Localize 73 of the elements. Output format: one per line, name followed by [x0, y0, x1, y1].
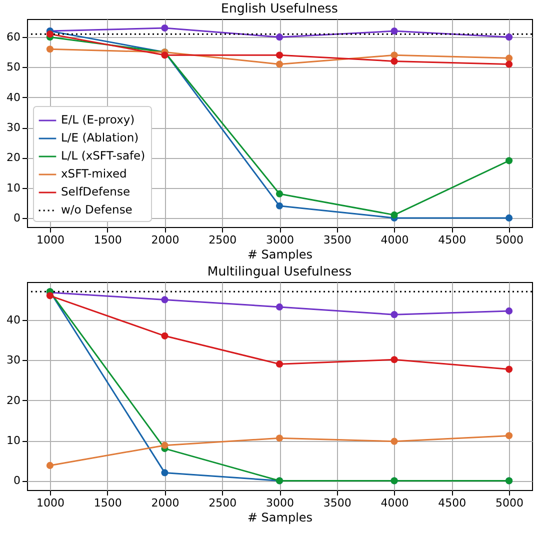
y-tick-label: 50: [6, 60, 20, 74]
point: [46, 30, 54, 38]
y-tick-label: 60: [6, 30, 20, 44]
x-tick-label: 1500: [94, 496, 122, 510]
x-tick-label: 4000: [380, 234, 409, 246]
point: [46, 462, 54, 469]
point: [506, 307, 513, 314]
point: [276, 34, 284, 41]
point: [161, 296, 168, 304]
point: [276, 52, 284, 59]
x-tick-label: 5000: [496, 496, 524, 510]
point: [390, 438, 398, 445]
point: [506, 432, 513, 440]
x-tick-label: 2500: [208, 496, 237, 510]
x-tick-label: 1000: [36, 234, 64, 246]
x-tick-label: 4000: [380, 496, 409, 510]
point: [390, 52, 398, 59]
x-tick-label: 2000: [151, 496, 180, 510]
point: [46, 46, 54, 53]
point: [276, 60, 284, 68]
y-tick-label: 40: [6, 313, 20, 326]
x-tick-label: 3500: [323, 496, 352, 510]
point: [46, 292, 54, 300]
point: [161, 469, 168, 476]
y-tick-label: 10: [6, 434, 20, 448]
point: [161, 442, 168, 449]
point: [390, 28, 398, 35]
point: [390, 211, 398, 218]
y-tick-label: 0: [14, 211, 20, 224]
legend-label: L/L (xSFT-safe): [61, 148, 146, 162]
legend-label: E/L (E-proxy): [61, 112, 135, 126]
point: [276, 190, 284, 198]
chart-title: Multilingual Usefulness: [207, 264, 352, 278]
y-tick-label: 20: [6, 394, 20, 407]
point: [506, 366, 513, 373]
point: [276, 202, 284, 210]
y-tick-label: 30: [6, 121, 20, 134]
x-tick-label: 3000: [266, 496, 294, 510]
point: [506, 157, 513, 164]
point: [506, 54, 513, 62]
x-tick-label: 4500: [438, 496, 466, 510]
point: [390, 58, 398, 65]
point: [276, 360, 284, 368]
legend-label: SelfDefense: [61, 184, 130, 198]
point: [161, 332, 168, 340]
point: [276, 303, 284, 310]
point: [390, 356, 398, 364]
legend-label: L/E (Ablation): [61, 130, 139, 144]
y-tick-label: 30: [6, 354, 20, 367]
point: [276, 434, 284, 442]
point: [161, 52, 168, 59]
x-tick-label: 1000: [36, 496, 64, 510]
legend-label: xSFT-mixed: [61, 166, 127, 180]
point: [390, 311, 398, 318]
y-tick-label: 40: [6, 90, 20, 104]
x-tick-label: 2500: [208, 234, 237, 246]
point: [506, 34, 513, 41]
point: [506, 214, 513, 222]
x-tick-label: 4500: [438, 234, 466, 246]
x-axis-title: # Samples: [247, 510, 313, 524]
x-tick-label: 3500: [323, 234, 352, 246]
x-tick-label: 2000: [151, 234, 180, 246]
legend-label: w/o Defense: [61, 202, 132, 216]
x-tick-label: 5000: [496, 234, 524, 246]
x-tick-label: 1500: [94, 234, 122, 246]
x-axis-title: # Samples: [247, 248, 313, 262]
point: [506, 60, 513, 68]
point: [161, 24, 168, 32]
x-tick-label: 3000: [266, 234, 294, 246]
y-tick-label: 10: [6, 181, 20, 194]
y-tick-label: 20: [6, 151, 20, 164]
y-tick-label: 0: [14, 474, 20, 488]
chart-title: English Usefulness: [221, 0, 338, 16]
